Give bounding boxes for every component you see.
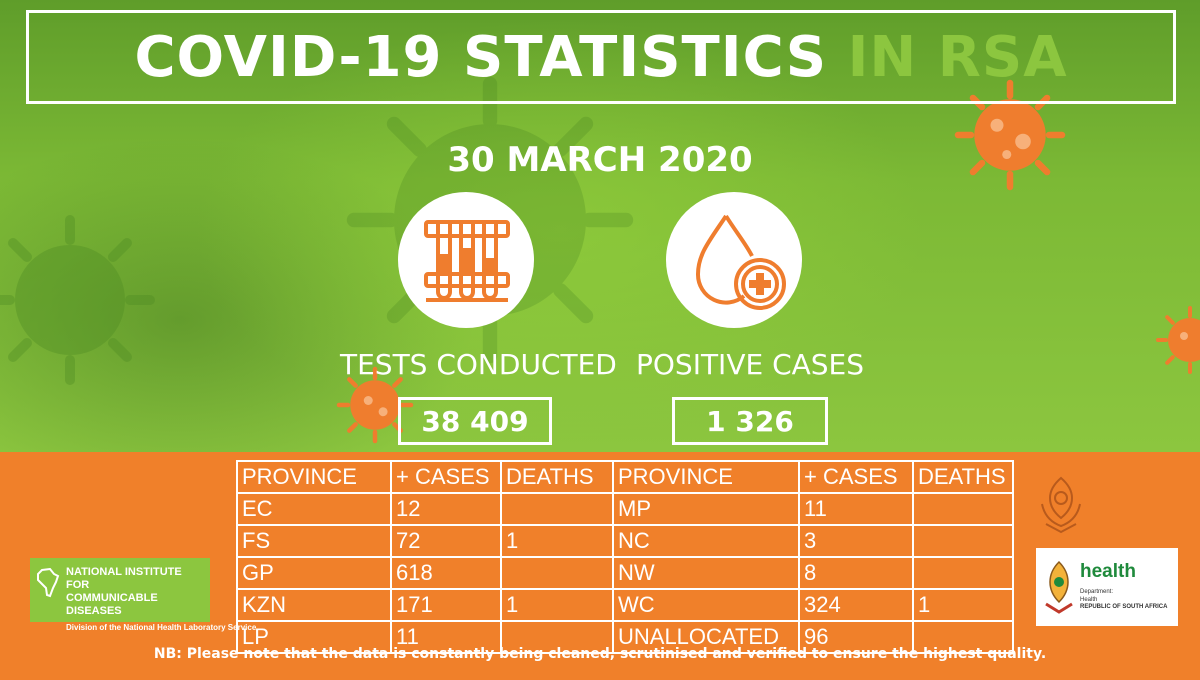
title-main: COVID-19 STATISTICS: [134, 24, 828, 90]
table-cell: 171: [390, 588, 502, 622]
table-cell: 8: [798, 556, 914, 590]
nicd-line2: COMMUNICABLE DISEASES: [66, 592, 158, 617]
table-cell: [500, 556, 614, 590]
table-cell: [912, 556, 1014, 590]
africa-map-icon: [37, 568, 60, 598]
coat-of-arms-icon: [1041, 476, 1081, 534]
table-cell: 3: [798, 524, 914, 558]
table-cell: KZN: [236, 588, 392, 622]
table-cell: 324: [798, 588, 914, 622]
table-cell: WC: [612, 588, 800, 622]
cases-label: POSITIVE CASES: [636, 348, 865, 381]
health-rsa: REPUBLIC OF SOUTH AFRICA: [1080, 604, 1168, 610]
virus-icon: [336, 366, 414, 444]
table-cell: 96: [798, 620, 914, 654]
nicd-line1: NATIONAL INSTITUTE FOR: [66, 566, 182, 591]
table-cell: 1: [500, 524, 614, 558]
blood-drop-plus-icon: [695, 214, 786, 310]
table-cell: NC: [612, 524, 800, 558]
cases-value-box: 1 326: [672, 397, 828, 445]
table-cell: [912, 492, 1014, 526]
test-tubes-icon: [424, 220, 510, 302]
cases-icon-circle: [666, 192, 802, 328]
table-row: KZN 171 1 WC 324 1: [236, 588, 1014, 622]
table-header-row: PROVINCE + CASES DEATHS PROVINCE + CASES…: [236, 460, 1014, 494]
table-cell: NW: [612, 556, 800, 590]
table-cell: 618: [390, 556, 502, 590]
table-cell: 11: [390, 620, 502, 654]
table-cell: [912, 620, 1014, 654]
nicd-subtitle: Division of the National Health Laborato…: [66, 623, 257, 632]
table-cell: UNALLOCATED: [612, 620, 800, 654]
table-header: + CASES: [390, 460, 502, 494]
nicd-logo: NATIONAL INSTITUTE FOR COMMUNICABLE DISE…: [30, 558, 256, 632]
crest-icon: [1045, 560, 1073, 614]
table-header: PROVINCE: [236, 460, 392, 494]
virus-icon: [0, 215, 155, 385]
table-row: GP 618 NW 8: [236, 556, 1014, 590]
disclaimer-note: NB: Please note that the data is constan…: [153, 646, 1047, 662]
health-dept-label: Department: Health: [1080, 588, 1113, 604]
cases-value: 1 326: [706, 404, 794, 438]
health-health: Health: [1080, 597, 1098, 603]
table-cell: 1: [500, 588, 614, 622]
health-dept: Department:: [1080, 589, 1114, 595]
table-row: FS 72 1 NC 3: [236, 524, 1014, 558]
title-accent: IN RSA: [847, 24, 1068, 90]
table-cell: 1: [912, 588, 1014, 622]
table-header: PROVINCE: [612, 460, 800, 494]
table-cell: [912, 524, 1014, 558]
table-row: LP 11 UNALLOCATED 96: [236, 620, 1014, 654]
health-title: health: [1080, 561, 1136, 582]
tests-label: TESTS CONDUCTED: [340, 348, 617, 381]
report-date: 30 MARCH 2020: [447, 140, 753, 180]
title-frame: COVID-19 STATISTICS IN RSA: [26, 10, 1176, 104]
tests-icon-circle: [398, 192, 534, 328]
tests-value-box: 38 409: [398, 397, 552, 445]
page-title: COVID-19 STATISTICS IN RSA: [134, 25, 1067, 90]
health-dept-logo: health Department: Health REPUBLIC OF SO…: [1036, 548, 1178, 626]
table-cell: MP: [612, 492, 800, 526]
table-header: DEATHS: [912, 460, 1014, 494]
virus-icon: [1156, 306, 1200, 374]
table-cell: LP: [236, 620, 392, 654]
table-cell: [500, 620, 614, 654]
table-cell: 12: [390, 492, 502, 526]
hero-banner: COVID-19 STATISTICS IN RSA 30 MARCH 2020: [0, 0, 1200, 452]
province-table: PROVINCE + CASES DEATHS PROVINCE + CASES…: [236, 460, 1014, 654]
table-cell: EC: [236, 492, 392, 526]
table-cell: 11: [798, 492, 914, 526]
table-cell: 72: [390, 524, 502, 558]
table-header: DEATHS: [500, 460, 614, 494]
table-cell: FS: [236, 524, 392, 558]
table-header: + CASES: [798, 460, 914, 494]
table-row: EC 12 MP 11: [236, 492, 1014, 526]
tests-value: 38 409: [421, 404, 529, 438]
table-cell: GP: [236, 556, 392, 590]
table-cell: [500, 492, 614, 526]
